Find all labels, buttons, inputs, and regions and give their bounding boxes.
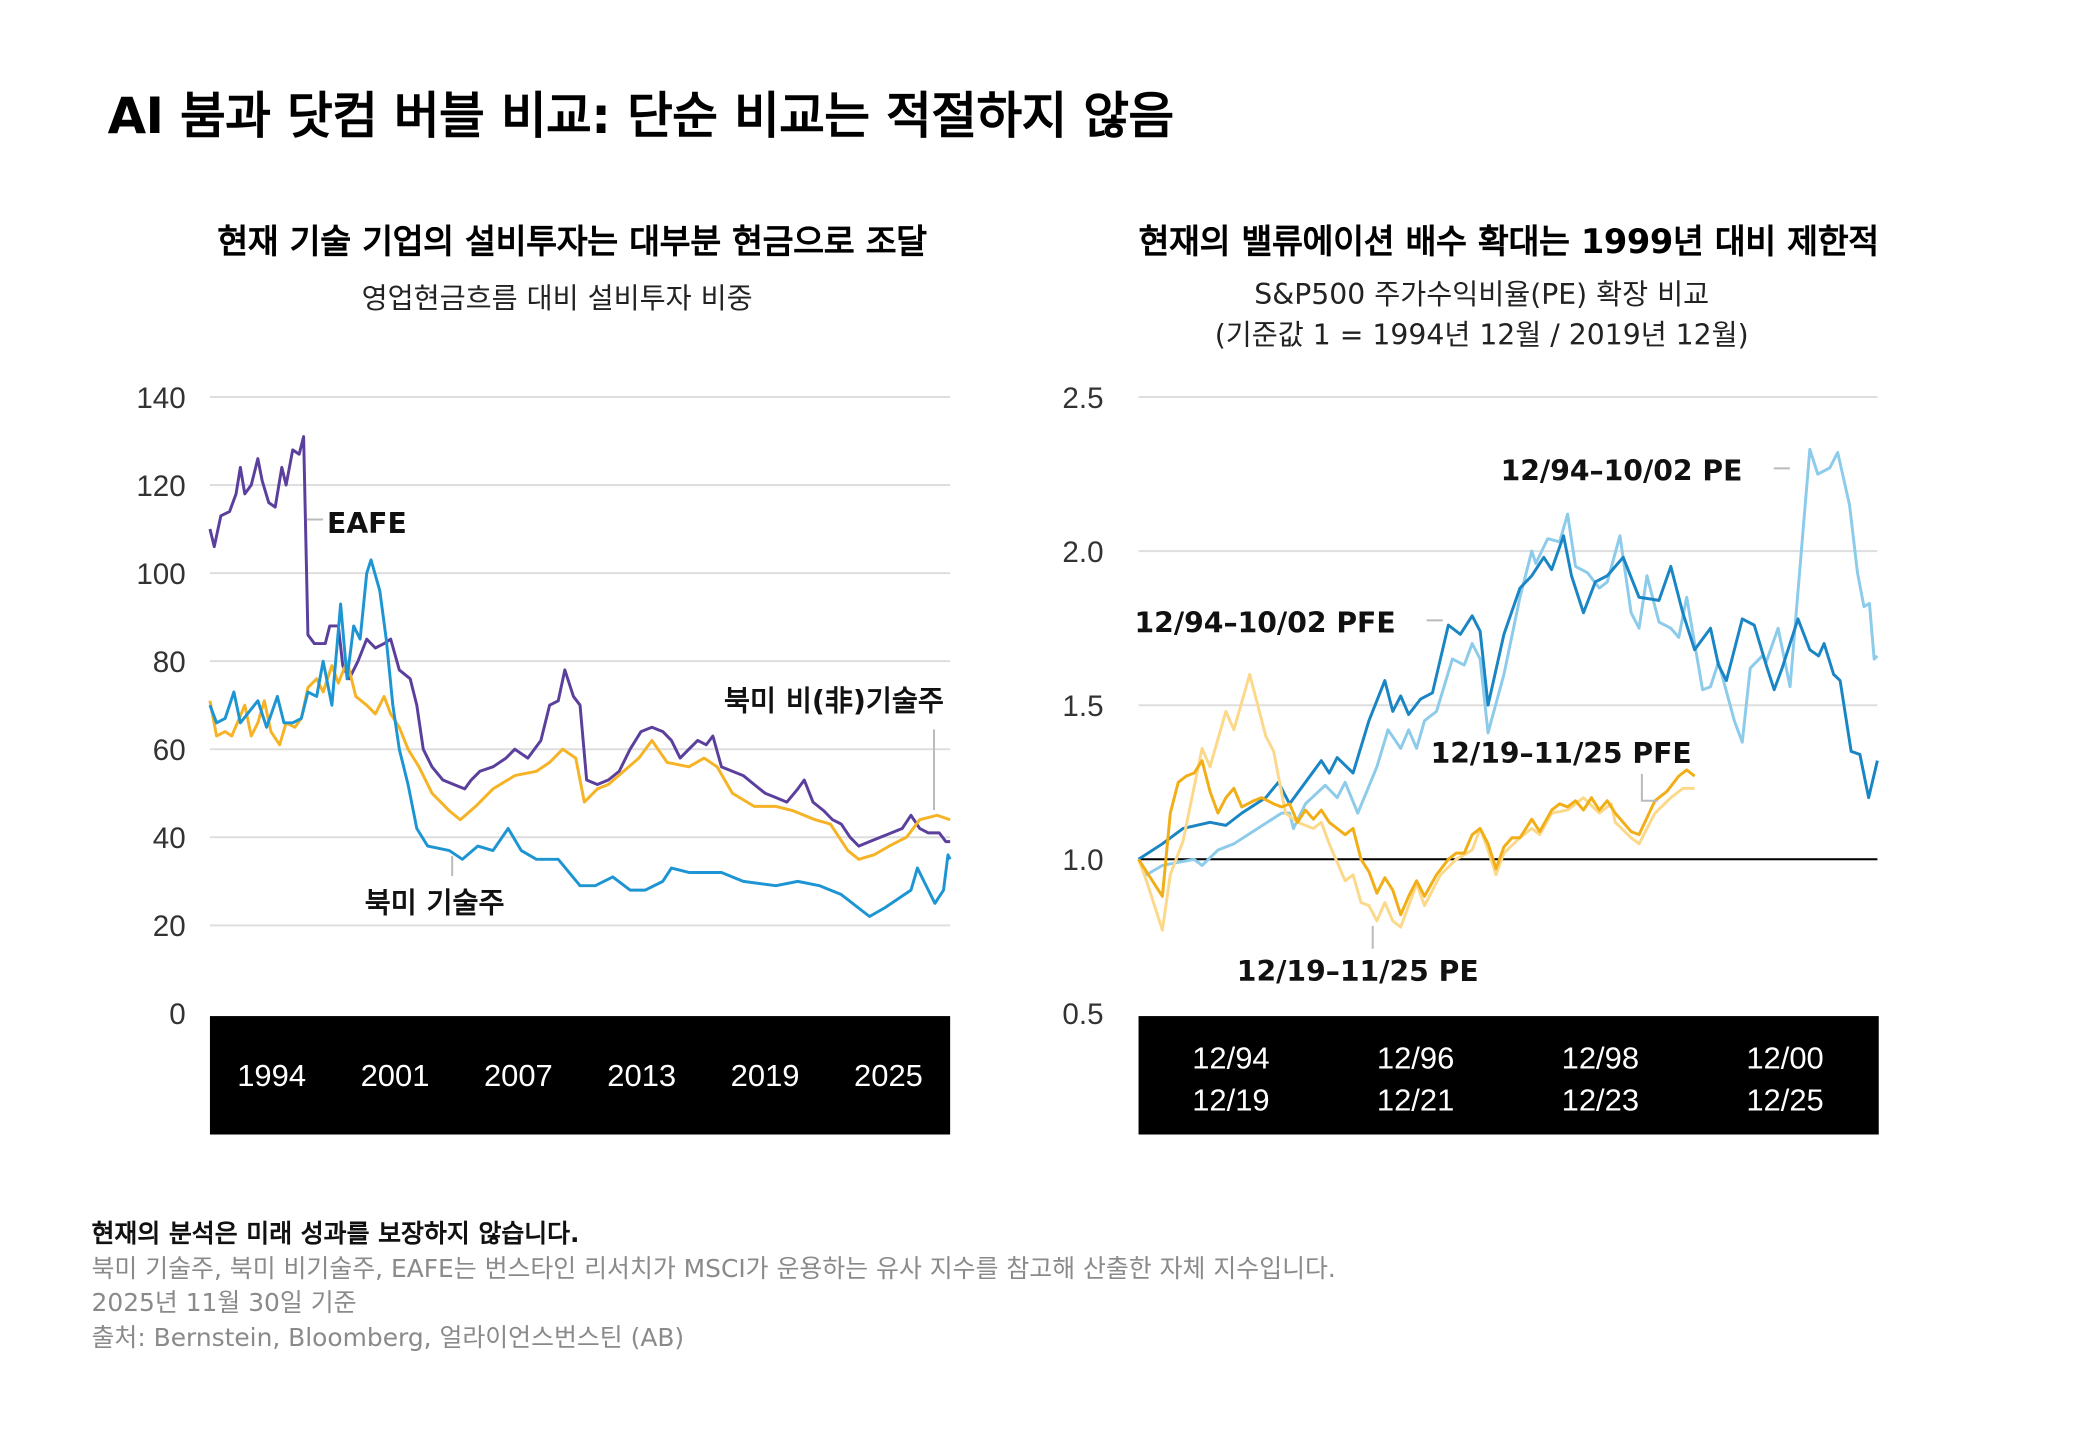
x-tick-label: 12/00: [1746, 1041, 1823, 1076]
label-na-tech: 북미 기술주: [365, 886, 505, 919]
x-tick-label: 12/23: [1562, 1082, 1639, 1117]
label-pfe-94-02: 12/94–10/02 PFE: [1135, 607, 1396, 640]
y-tick-label: 40: [153, 822, 186, 855]
series-line-0: [208, 435, 951, 848]
series-line-0: [1137, 447, 1879, 877]
y-tick-label: 1.0: [1062, 844, 1103, 877]
y-tick-label: 60: [153, 734, 186, 767]
footer-source: 출처: Bernstein, Bloomberg, 얼라이언스번스틴 (AB): [91, 1324, 685, 1353]
y-tick-label: 2.0: [1062, 536, 1103, 569]
y-tick-label: 1.5: [1062, 690, 1103, 723]
footer-disclaimer: 현재의 분석은 미래 성과를 보장하지 않습니다.: [91, 1220, 580, 1249]
x-tick-label: 12/19: [1192, 1082, 1269, 1117]
right-chart-subtitle-1: S&P500 주가수익비율(PE) 확장 비교: [1254, 278, 1710, 311]
y-tick-label: 80: [153, 646, 186, 679]
series-line-3: [1137, 759, 1696, 917]
page-title: AI 붐과 닷컴 버블 비교: 단순 비교는 적절하지 않음: [107, 87, 1175, 146]
x-tick-label: 12/25: [1746, 1082, 1823, 1117]
left-chart-heading: 현재 기술 기업의 설비투자는 대부분 현금으로 조달: [217, 222, 927, 262]
x-tick-label: 1994: [237, 1058, 306, 1093]
pfe19-leader: [1640, 773, 1659, 802]
y-tick-label: 100: [136, 558, 185, 591]
label-eafe: EAFE: [327, 507, 407, 540]
x-tick-label: 2019: [731, 1058, 800, 1093]
y-tick-label: 140: [136, 382, 185, 415]
label-na-nontech: 북미 비(非)기술주: [724, 685, 944, 718]
x-axis-band: [1138, 1016, 1879, 1135]
series-line-2: [1137, 672, 1695, 932]
x-tick-label: 12/96: [1377, 1041, 1454, 1076]
x-tick-label: 2007: [484, 1058, 553, 1093]
right-chart-subtitle-2: (기준값 1 = 1994년 12월 / 2019년 12월): [1214, 318, 1749, 352]
right-chart: 0.5 1.0 1.5 2.0 2.5 12/94 12/19 12/96 12/21 12/9…: [1062, 382, 1879, 1135]
label-pfe-19-25: 12/19–11/25 PFE: [1431, 737, 1692, 770]
footer-note: 북미 기술주, 북미 비기술주, EAFE는 번스타인 리서치가 MSCI가 운…: [91, 1255, 1336, 1284]
y-tick-label: 2.5: [1062, 382, 1103, 415]
x-tick-label: 12/94: [1192, 1041, 1269, 1076]
x-tick-label: 2013: [607, 1058, 676, 1093]
label-pe-94-02: 12/94–10/02 PE: [1501, 454, 1743, 487]
y-tick-label: 0: [169, 998, 185, 1031]
x-axis-band: [209, 1016, 951, 1135]
footer-asof: 2025년 11월 30일 기준: [91, 1289, 357, 1318]
series-line-1: [1137, 534, 1879, 861]
y-tick-label: 0.5: [1062, 998, 1103, 1031]
y-tick-label: 120: [136, 470, 185, 503]
series-line-2: [208, 558, 952, 918]
x-tick-label: 12/98: [1562, 1041, 1639, 1076]
left-chart-subtitle: 영업현금흐름 대비 설비투자 비중: [361, 282, 753, 315]
left-chart: 0 20 40 60 80 100 120 140 1994 2001 2007 2013 2019 2…: [136, 382, 952, 1135]
x-tick-label: 2025: [854, 1058, 923, 1093]
x-tick-label: 2001: [361, 1058, 430, 1093]
x-tick-label: 12/21: [1377, 1082, 1454, 1117]
y-tick-label: 20: [153, 910, 186, 943]
right-chart-heading: 현재의 밸류에이션 배수 확대는 1999년 대비 제한적: [1138, 222, 1879, 262]
label-pe-19-25: 12/19–11/25 PE: [1237, 955, 1479, 988]
